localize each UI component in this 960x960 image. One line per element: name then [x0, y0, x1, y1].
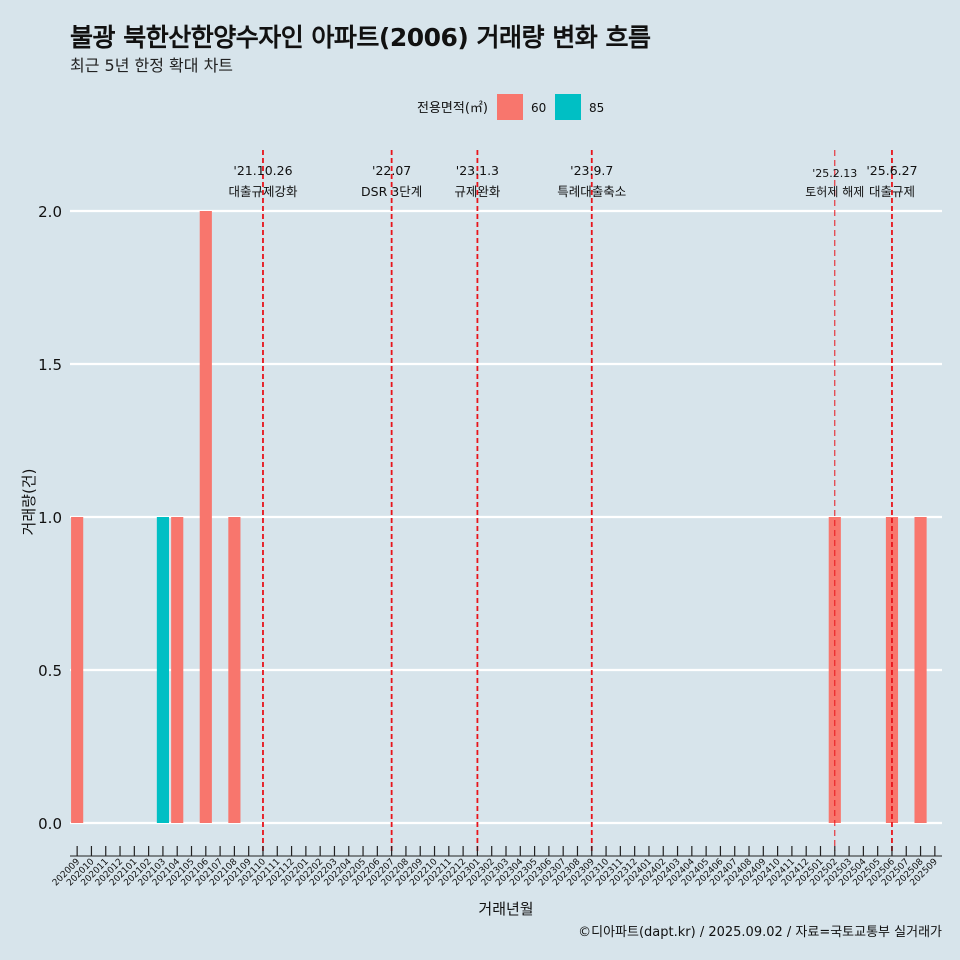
- event-date-202110: '21.10.26: [233, 163, 292, 178]
- grid: [70, 209, 942, 825]
- caption: ©디아파트(dapt.kr) / 2025.09.02 / 자료=국토교통부 실…: [578, 925, 942, 940]
- bar-85-202103: [156, 517, 169, 823]
- annotations: '21.10.26 대출규제강화 '22.07 DSR 3단계 '23.1.3 규제완화 '…: [228, 150, 918, 851]
- event-label-202110: 대출규제강화: [228, 184, 298, 199]
- legend-swatch-85: [555, 94, 581, 120]
- y-tick-label: 1.5: [38, 356, 62, 374]
- legend-label-60: 60: [531, 101, 546, 115]
- event-date-202301: '23.1.3: [456, 163, 499, 178]
- event-label-202309: 특례대출축소: [557, 184, 626, 199]
- bar-60-202106: [199, 211, 212, 823]
- y-tick-label: 0.5: [38, 662, 62, 680]
- y-tick-label: 1.0: [38, 509, 62, 527]
- legend-swatch-60: [497, 94, 523, 120]
- y-tick-label: 0.0: [38, 815, 62, 833]
- event-date-202207: '22.07: [372, 163, 411, 178]
- bar-60-202104: [171, 517, 184, 823]
- legend: 전용면적(㎡) 60 85: [417, 94, 604, 120]
- y-axis-label: 거래량(건): [20, 469, 38, 536]
- y-axis: 0.0 0.5 1.0 1.5 2.0: [38, 203, 62, 833]
- event-label-202502: 토허제 해제: [805, 185, 864, 199]
- bar-60-202508: [914, 517, 927, 823]
- bar-60-202009: [71, 517, 84, 823]
- event-label-202301: 규제완화: [454, 184, 501, 199]
- legend-label-85: 85: [589, 101, 604, 115]
- event-date-202309: '23.9.7: [570, 163, 613, 178]
- x-axis: 2020092020102020112020122021012021022021…: [51, 846, 942, 888]
- x-axis-label: 거래년월: [478, 900, 533, 918]
- event-date-202502: '25.2.13: [812, 167, 857, 180]
- event-label-202207: DSR 3단계: [361, 184, 422, 199]
- bar-60-202108: [228, 517, 241, 823]
- event-date-202506: '25.6.27: [866, 163, 917, 178]
- event-label-202506: 대출규제: [869, 184, 915, 199]
- chart-title: 불광 북한산한양수자인 아파트(2006) 거래량 변화 흐름: [70, 23, 651, 52]
- chart-subtitle: 최근 5년 한정 확대 차트: [70, 56, 234, 75]
- y-tick-label: 2.0: [38, 203, 62, 221]
- bars: [71, 211, 927, 823]
- legend-title: 전용면적(㎡): [417, 101, 488, 116]
